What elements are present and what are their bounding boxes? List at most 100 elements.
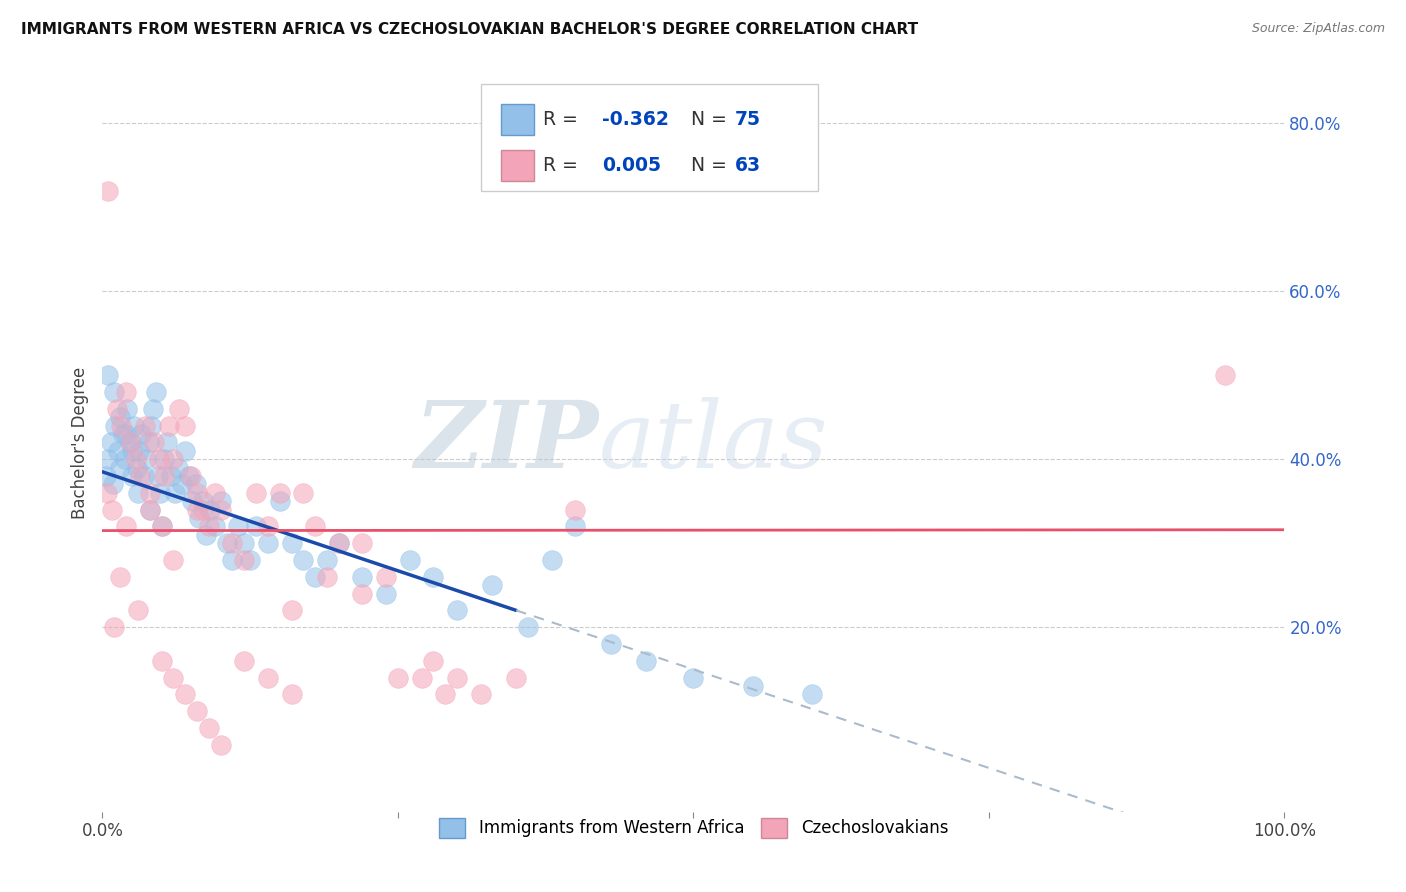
- Point: [209, 494, 232, 508]
- Point: [316, 553, 339, 567]
- Point: [124, 452, 146, 467]
- Point: [139, 418, 162, 433]
- Point: [135, 452, 157, 467]
- Point: [104, 418, 127, 433]
- Point: [108, 570, 131, 584]
- Point: [142, 401, 165, 416]
- Point: [186, 485, 208, 500]
- Y-axis label: Bachelor's Degree: Bachelor's Degree: [72, 367, 89, 518]
- Point: [124, 418, 146, 433]
- Point: [103, 385, 125, 400]
- Point: [115, 385, 138, 400]
- Point: [108, 460, 131, 475]
- Point: [177, 469, 200, 483]
- Point: [352, 570, 374, 584]
- Point: [101, 477, 124, 491]
- Point: [186, 502, 208, 516]
- Point: [215, 536, 238, 550]
- Point: [180, 469, 202, 483]
- Point: [121, 469, 143, 483]
- Point: [148, 452, 170, 467]
- Point: [174, 443, 197, 458]
- Text: R =: R =: [543, 156, 585, 175]
- Point: [198, 519, 221, 533]
- Point: [470, 687, 492, 701]
- Point: [741, 679, 763, 693]
- Point: [97, 452, 120, 467]
- Text: ZIP: ZIP: [415, 398, 599, 487]
- Text: 75: 75: [735, 111, 761, 129]
- Text: IMMIGRANTS FROM WESTERN AFRICA VS CZECHOSLOVAKIAN BACHELOR'S DEGREE CORRELATION : IMMIGRANTS FROM WESTERN AFRICA VS CZECHO…: [21, 22, 918, 37]
- Point: [181, 494, 204, 508]
- Point: [132, 469, 155, 483]
- Point: [134, 418, 156, 433]
- Point: [103, 620, 125, 634]
- Point: [800, 687, 823, 701]
- Point: [105, 401, 128, 416]
- Point: [228, 519, 250, 533]
- FancyBboxPatch shape: [481, 84, 817, 191]
- Point: [97, 368, 120, 383]
- Point: [153, 469, 176, 483]
- Point: [446, 671, 468, 685]
- Point: [257, 671, 280, 685]
- FancyBboxPatch shape: [501, 150, 534, 181]
- Point: [221, 553, 243, 567]
- Point: [280, 603, 302, 617]
- Point: [221, 536, 243, 550]
- Point: [138, 502, 160, 516]
- Point: [163, 485, 186, 500]
- Point: [398, 553, 420, 567]
- Point: [162, 553, 184, 567]
- Point: [328, 536, 350, 550]
- Point: [108, 410, 131, 425]
- Point: [131, 427, 153, 442]
- Legend: Immigrants from Western Africa, Czechoslovakians: Immigrants from Western Africa, Czechosl…: [432, 812, 955, 844]
- Point: [129, 469, 152, 483]
- Point: [352, 536, 374, 550]
- Point: [111, 427, 134, 442]
- Point: [387, 671, 409, 685]
- Point: [245, 519, 267, 533]
- Point: [170, 477, 193, 491]
- Point: [128, 443, 150, 458]
- Point: [150, 519, 173, 533]
- Point: [352, 586, 374, 600]
- Point: [150, 654, 173, 668]
- Point: [233, 553, 256, 567]
- Point: [125, 460, 148, 475]
- Point: [304, 519, 326, 533]
- Point: [138, 502, 160, 516]
- Point: [209, 502, 232, 516]
- Point: [328, 536, 350, 550]
- Point: [162, 671, 184, 685]
- Text: Source: ZipAtlas.com: Source: ZipAtlas.com: [1251, 22, 1385, 36]
- Point: [481, 578, 503, 592]
- Point: [160, 469, 183, 483]
- Point: [191, 494, 214, 508]
- Point: [138, 435, 160, 450]
- Point: [115, 427, 138, 442]
- Point: [188, 511, 211, 525]
- Text: -0.362: -0.362: [602, 111, 669, 129]
- Point: [204, 519, 226, 533]
- Point: [97, 184, 120, 198]
- Point: [149, 485, 172, 500]
- Point: [195, 528, 218, 542]
- Point: [292, 485, 315, 500]
- Point: [107, 443, 129, 458]
- Point: [114, 452, 136, 467]
- Point: [204, 485, 226, 500]
- Point: [198, 721, 221, 735]
- Point: [411, 671, 433, 685]
- Text: N =: N =: [679, 111, 733, 129]
- Point: [174, 687, 197, 701]
- Point: [422, 654, 444, 668]
- Point: [94, 469, 117, 483]
- Point: [110, 418, 132, 433]
- Text: N =: N =: [679, 156, 733, 175]
- Point: [636, 654, 658, 668]
- Point: [269, 494, 291, 508]
- Point: [143, 435, 166, 450]
- Point: [239, 553, 262, 567]
